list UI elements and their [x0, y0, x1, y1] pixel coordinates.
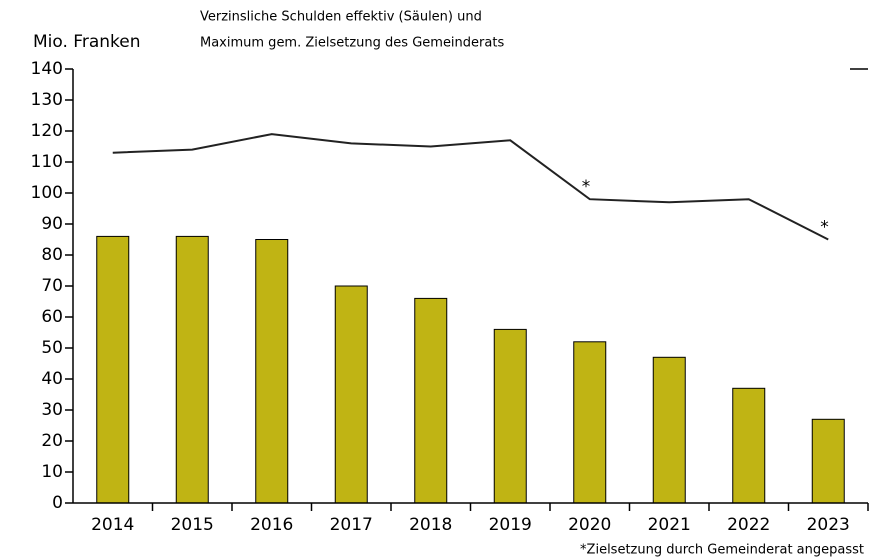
y-tick-label: 110 — [31, 152, 63, 172]
chart-title-line: Maximum gem. Zielsetzung des Gemeinderat… — [200, 36, 504, 51]
y-tick-label: 10 — [41, 462, 63, 482]
y-tick-label: 60 — [41, 307, 63, 327]
y-tick-label: 80 — [41, 245, 63, 265]
y-tick-label: 20 — [41, 431, 63, 451]
x-tick-label: 2017 — [330, 515, 373, 535]
x-tick-label: 2014 — [91, 515, 134, 535]
x-tick-label: 2015 — [171, 515, 214, 535]
annotation: * — [820, 218, 829, 238]
y-axis-label: Mio. Franken — [33, 32, 141, 52]
x-tick-label: 2020 — [568, 515, 611, 535]
bar — [652, 356, 686, 504]
footnote: *Zielsetzung durch Gemeinderat angepasst — [580, 543, 864, 558]
bar — [493, 328, 527, 504]
bar — [175, 235, 209, 504]
x-tick-label: 2019 — [489, 515, 532, 535]
bar — [96, 235, 130, 504]
y-tick-label: 100 — [31, 183, 63, 203]
y-tick-label: 0 — [52, 493, 63, 513]
y-tick-label: 120 — [31, 121, 63, 141]
y-tick-label: 130 — [31, 90, 63, 110]
bar — [334, 285, 368, 504]
x-tick-label: 2016 — [250, 515, 293, 535]
x-tick-label: 2022 — [727, 515, 770, 535]
x-tick-label: 2018 — [409, 515, 452, 535]
annotation: * — [582, 177, 591, 197]
bar — [414, 297, 448, 504]
bar — [255, 239, 289, 504]
y-tick-label: 50 — [41, 338, 63, 358]
y-tick-label: 40 — [41, 369, 63, 389]
line — [112, 133, 829, 241]
y-tick-label: 70 — [41, 276, 63, 296]
x-tick-label: 2023 — [807, 515, 850, 535]
y-tick-label: 30 — [41, 400, 63, 420]
bar — [811, 418, 845, 504]
y-tick-label: 140 — [31, 59, 63, 79]
bar — [573, 341, 607, 504]
y-tick-label: 90 — [41, 214, 63, 234]
chart-title-line: Verzinsliche Schulden effektiv (Säulen) … — [200, 10, 482, 25]
bar — [732, 387, 766, 504]
x-tick-label: 2021 — [648, 515, 691, 535]
